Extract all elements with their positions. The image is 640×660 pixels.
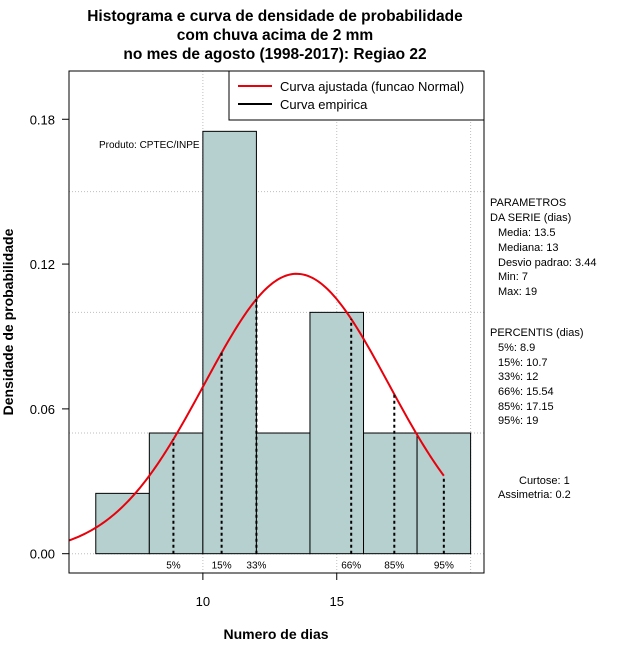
histogram-bar-1 — [148, 432, 204, 555]
percentil-5: 5%: 8.9 — [498, 342, 535, 354]
percentil-95: 95%: 19 — [498, 415, 538, 427]
fitted-normal-curve — [69, 272, 445, 542]
y-tick-label-0: 0.00 — [30, 547, 55, 562]
histogram-bar-3 — [255, 432, 311, 555]
percentis-title: PERCENTIS (dias) — [490, 327, 584, 339]
percentile-label-0: 5% — [166, 561, 181, 572]
y-axis-title: Densidade de probabilidade — [0, 228, 16, 415]
histogram-bar-5 — [363, 432, 418, 555]
x-tick-label-1: 15 — [330, 594, 344, 609]
params-title-line-1: PARAMETROS — [490, 197, 566, 209]
histogram-bars — [95, 130, 472, 555]
percentil-15: 15%: 10.7 — [498, 357, 548, 369]
x-tick-label-0: 10 — [196, 594, 210, 609]
params-title-line-2: DA SERIE (dias) — [490, 212, 571, 224]
chart-title-line-2: com chuva acima de 2 mm — [177, 27, 373, 44]
fitted-curve-group — [69, 272, 445, 542]
legend-label-empirical: Curva empirica — [280, 97, 368, 112]
y-tick-label-1: 0.06 — [30, 402, 55, 417]
legend-box — [228, 70, 485, 121]
percentile-label-2: 33% — [246, 561, 266, 572]
percentile-label-1: 15% — [212, 561, 232, 572]
chart-title-line-1: Histograma e curva de densidade de proba… — [87, 8, 463, 25]
legend-label-fitted: Curva ajustada (funcao Normal) — [280, 79, 464, 94]
legend: Curva ajustada (funcao Normal) Curva emp… — [228, 70, 485, 121]
x-axis-title: Numero de dias — [223, 626, 328, 642]
percentile-label-3: 66% — [341, 561, 361, 572]
histogram-bar-4 — [309, 311, 365, 555]
y-tick-label-2: 0.12 — [30, 257, 55, 272]
curtose-value: Curtose: 1 — [519, 475, 570, 487]
param-min: Min: 7 — [498, 271, 528, 283]
chart-title-line-3: no mes de agosto (1998-2017): Regiao 22 — [123, 46, 426, 63]
params-panel: PARAMETROS DA SERIE (dias) Media: 13.5 M… — [490, 197, 596, 298]
assimetria-value: Assimetria: 0.2 — [498, 489, 571, 501]
param-media: Media: 13.5 — [498, 227, 555, 239]
percentil-85: 85%: 17.15 — [498, 401, 554, 413]
percentis-panel: PERCENTIS (dias) 5%: 8.9 15%: 10.7 33%: … — [490, 327, 584, 427]
y-tick-label-3: 0.18 — [30, 112, 55, 127]
percentil-66: 66%: 15.54 — [498, 386, 554, 398]
histogram-bar-2 — [202, 130, 257, 555]
percentile-label-4: 85% — [384, 561, 404, 572]
product-credit: Produto: CPTEC/INPE — [99, 140, 200, 151]
percentil-33: 33%: 12 — [498, 371, 538, 383]
param-mediana: Mediana: 13 — [498, 242, 559, 254]
param-desvio: Desvio padrao: 3.44 — [498, 257, 596, 269]
percentile-label-5: 95% — [434, 561, 454, 572]
param-max: Max: 19 — [498, 286, 537, 298]
axes: 10 15 0.00 0.06 0.12 0.18 — [30, 112, 344, 609]
histogram-bar-0 — [95, 492, 150, 555]
percentile-markers: 5% 15% 33% 66% 85% 95% — [166, 299, 454, 572]
